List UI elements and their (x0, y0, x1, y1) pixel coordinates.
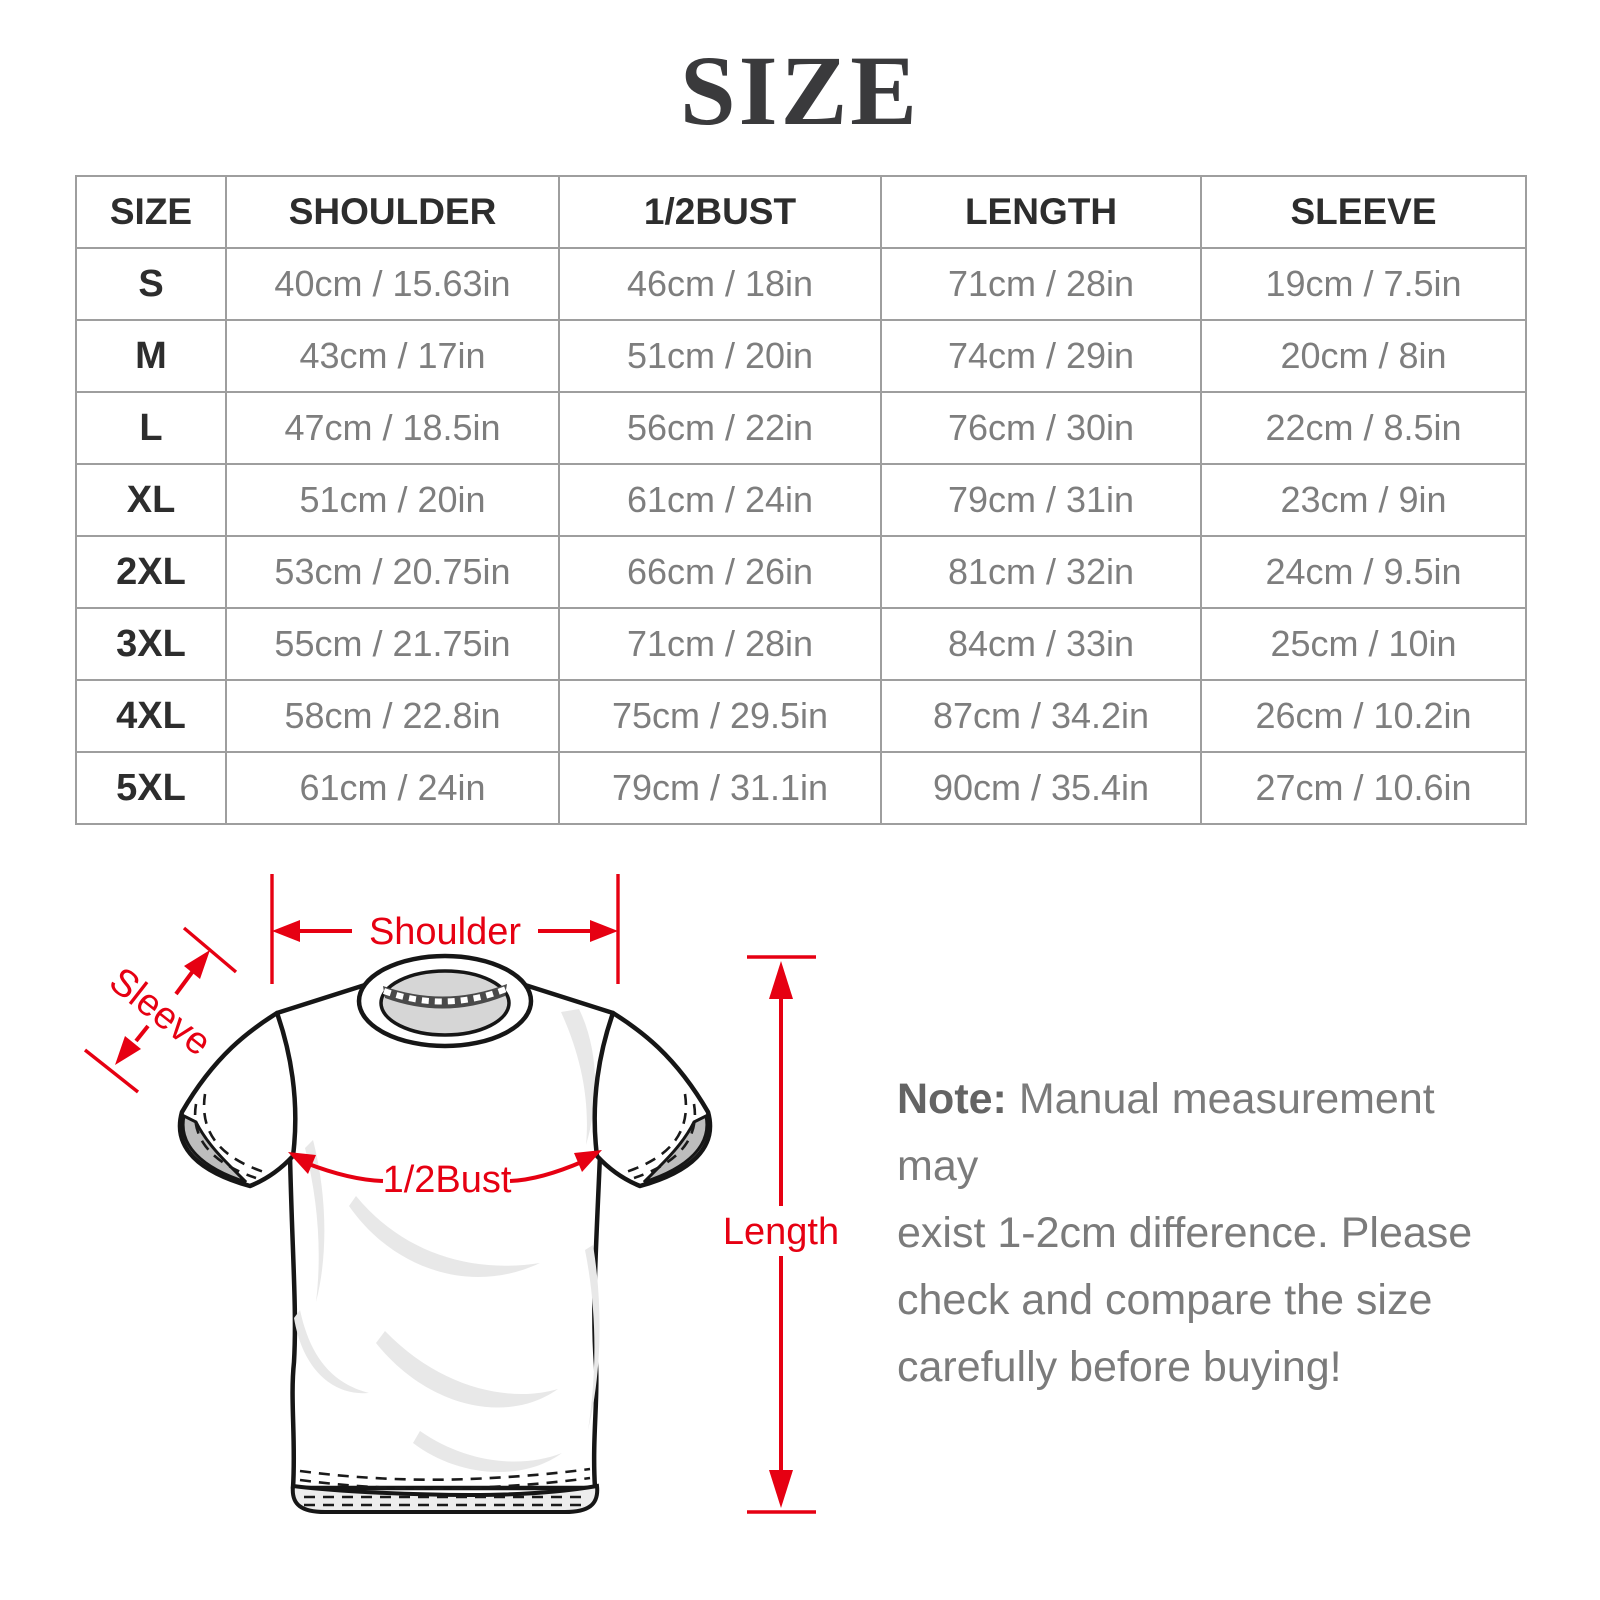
table-row: 2XL 53cm / 20.75in 66cm / 26in 81cm / 32… (75, 535, 1527, 609)
cell-length: 81cm / 32in (880, 535, 1202, 609)
table-row: S 40cm / 15.63in 46cm / 18in 71cm / 28in… (75, 247, 1527, 321)
cell-length: 90cm / 35.4in (880, 751, 1202, 825)
note-text: Manual measurement may (897, 1075, 1435, 1190)
bust-label: 1/2Bust (383, 1159, 512, 1201)
cell-length: 71cm / 28in (880, 247, 1202, 321)
cell-sleeve: 22cm / 8.5in (1200, 391, 1527, 465)
cell-size: 2XL (75, 535, 227, 609)
bust-arrowhead-right (574, 1150, 602, 1172)
cell-sleeve: 19cm / 7.5in (1200, 247, 1527, 321)
cell-bust: 75cm / 29.5in (558, 679, 882, 753)
cell-size: 4XL (75, 679, 227, 753)
table-row: M 43cm / 17in 51cm / 20in 74cm / 29in 20… (75, 319, 1527, 393)
cell-size: L (75, 391, 227, 465)
cell-bust: 51cm / 20in (558, 319, 882, 393)
cell-shoulder: 40cm / 15.63in (225, 247, 560, 321)
cell-length: 84cm / 33in (880, 607, 1202, 681)
cell-length: 76cm / 30in (880, 391, 1202, 465)
note-line: exist 1-2cm difference. Please (897, 1209, 1473, 1257)
size-table-container: SIZE SHOULDER 1/2BUST LENGTH SLEEVE S 40… (75, 175, 1527, 825)
table-row: XL 51cm / 20in 61cm / 24in 79cm / 31in 2… (75, 463, 1527, 537)
cell-shoulder: 61cm / 24in (225, 751, 560, 825)
tshirt-illustration (177, 953, 713, 1514)
cell-bust: 66cm / 26in (558, 535, 882, 609)
cell-bust: 61cm / 24in (558, 463, 882, 537)
cell-shoulder: 43cm / 17in (225, 319, 560, 393)
right-sleeve-stitch (633, 1103, 697, 1180)
table-header-row: SIZE SHOULDER 1/2BUST LENGTH SLEEVE (75, 175, 1527, 249)
note-block: Note: Manual measurement may exist 1-2cm… (897, 1066, 1517, 1401)
table-row: 4XL 58cm / 22.8in 75cm / 29.5in 87cm / 3… (75, 679, 1527, 753)
cell-sleeve: 23cm / 9in (1200, 463, 1527, 537)
cell-bust: 56cm / 22in (558, 391, 882, 465)
header-bust: 1/2BUST (558, 175, 882, 249)
cell-size: M (75, 319, 227, 393)
table-row: 5XL 61cm / 24in 79cm / 31.1in 90cm / 35.… (75, 751, 1527, 825)
fabric-shading (294, 1009, 600, 1473)
collar-tape (383, 984, 507, 1009)
note-line: carefully before buying! (897, 1343, 1342, 1391)
note-prefix: Note: (897, 1075, 1007, 1123)
length-annotation: Length (723, 955, 839, 1514)
cell-sleeve: 24cm / 9.5in (1200, 535, 1527, 609)
cell-sleeve: 27cm / 10.6in (1200, 751, 1527, 825)
header-shoulder: SHOULDER (225, 175, 560, 249)
cell-shoulder: 58cm / 22.8in (225, 679, 560, 753)
cell-shoulder: 47cm / 18.5in (225, 391, 560, 465)
sleeve-arrowhead-top (184, 950, 210, 979)
cell-bust: 79cm / 31.1in (558, 751, 882, 825)
cell-size: XL (75, 463, 227, 537)
size-table: SIZE SHOULDER 1/2BUST LENGTH SLEEVE S 40… (75, 175, 1527, 825)
length-arrowhead-top (769, 961, 793, 999)
bust-arrowhead-left (288, 1152, 316, 1174)
measurement-diagram: Shoulder Sleeve 1/2Bust (83, 874, 839, 1514)
cell-size: 3XL (75, 607, 227, 681)
hem-stitch (299, 1467, 591, 1482)
note-line: Note: Manual measurement may (897, 1066, 1517, 1200)
bust-annotation: 1/2Bust (288, 1150, 602, 1201)
header-length: LENGTH (880, 175, 1202, 249)
tshirt-body (270, 982, 620, 1491)
shoulder-arrowhead-left (272, 920, 300, 942)
cell-length: 87cm / 34.2in (880, 679, 1202, 753)
cell-bust: 46cm / 18in (558, 247, 882, 321)
cell-size: 5XL (75, 751, 227, 825)
cell-shoulder: 51cm / 20in (225, 463, 560, 537)
table-row: L 47cm / 18.5in 56cm / 22in 76cm / 30in … (75, 391, 1527, 465)
shoulder-label: Shoulder (369, 911, 521, 953)
shoulder-arrowhead-right (590, 920, 618, 942)
cell-sleeve: 26cm / 10.2in (1200, 679, 1527, 753)
sleeve-arrowhead-bottom (115, 1036, 141, 1065)
header-sleeve: SLEEVE (1200, 175, 1527, 249)
cell-length: 74cm / 29in (880, 319, 1202, 393)
cell-length: 79cm / 31in (880, 463, 1202, 537)
header-size: SIZE (75, 175, 227, 249)
cell-shoulder: 55cm / 21.75in (225, 607, 560, 681)
cell-sleeve: 25cm / 10in (1200, 607, 1527, 681)
table-row: 3XL 55cm / 21.75in 71cm / 28in 84cm / 33… (75, 607, 1527, 681)
cell-size: S (75, 247, 227, 321)
length-arrowhead-bottom (769, 1470, 793, 1508)
collar-tape-stitch (382, 986, 508, 1005)
shoulder-annotation: Shoulder (270, 874, 620, 984)
sleeve-tick-bottom (83, 1048, 140, 1094)
left-sleeve-stitch (193, 1103, 257, 1180)
cell-bust: 71cm / 28in (558, 607, 882, 681)
page-title: SIZE (680, 35, 920, 146)
length-label: Length (723, 1211, 839, 1253)
tshirt-collar (356, 953, 534, 1049)
cell-shoulder: 53cm / 20.75in (225, 535, 560, 609)
cell-sleeve: 20cm / 8in (1200, 319, 1527, 393)
note-line: check and compare the size (897, 1276, 1433, 1324)
hem-stitch (299, 1476, 591, 1491)
